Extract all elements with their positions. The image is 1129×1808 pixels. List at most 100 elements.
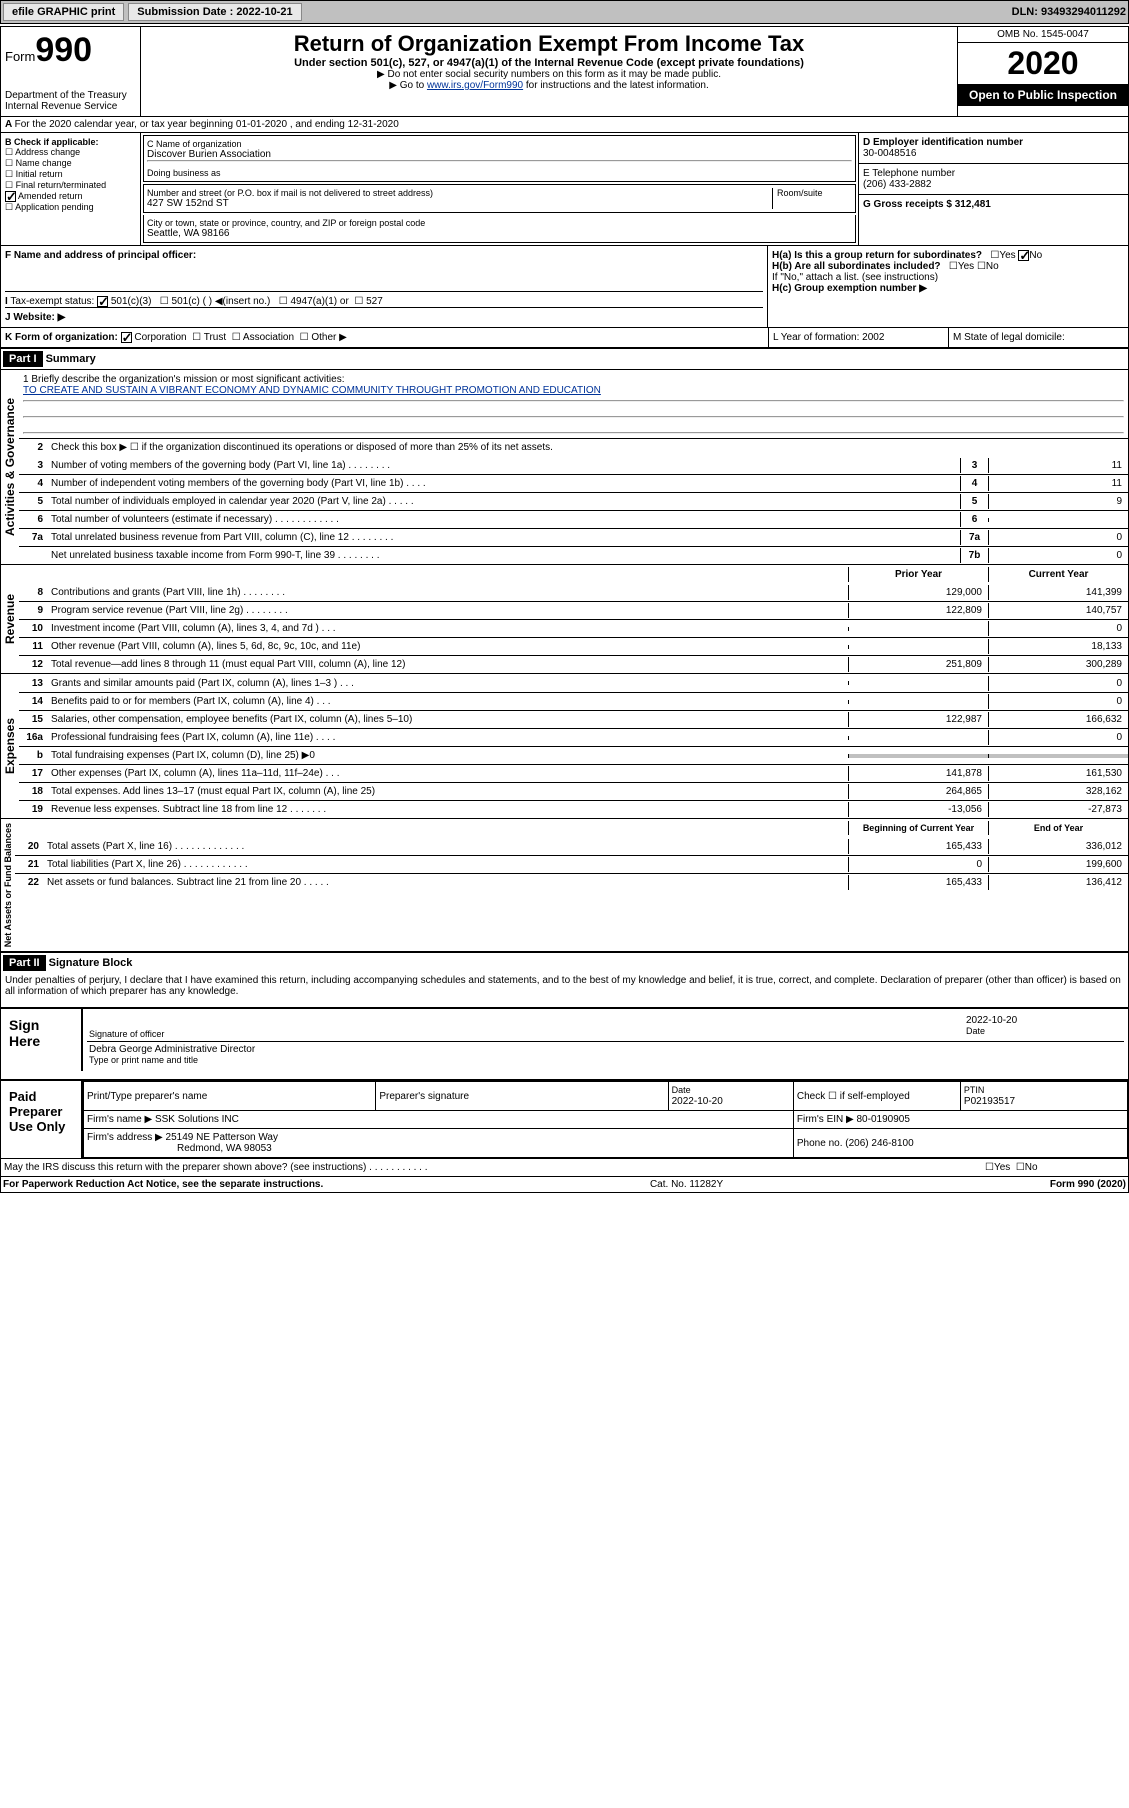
col-begin: Beginning of Current Year	[848, 821, 988, 835]
check-applicable-col: B Check if applicable: ☐ Address change …	[1, 133, 141, 245]
state-domicile: M State of legal domicile:	[948, 328, 1128, 347]
governance-section: Activities & Governance 1 Briefly descri…	[1, 369, 1128, 564]
irs-link[interactable]: www.irs.gov/Form990	[427, 80, 523, 91]
part1-badge: Part I	[3, 351, 43, 367]
ein-label: D Employer identification number	[863, 137, 1124, 148]
check-pending: ☐ Application pending	[5, 202, 136, 213]
address: 427 SW 152nd ST	[147, 198, 772, 209]
paid-prep-label: Paid Preparer Use Only	[1, 1081, 81, 1158]
form-org-label: K Form of organization:	[5, 332, 118, 343]
check-label: B Check if applicable:	[5, 137, 136, 147]
footer: For Paperwork Reduction Act Notice, see …	[1, 1176, 1128, 1192]
city: Seattle, WA 98166	[147, 228, 852, 239]
date-label: Date	[966, 1026, 1122, 1036]
addr-label: Number and street (or P.O. box if mail i…	[147, 188, 772, 198]
ssn-note: ▶ Do not enter social security numbers o…	[145, 69, 953, 80]
check-501c3	[97, 296, 108, 307]
col-prior: Prior Year	[848, 567, 988, 582]
prep-name-label: Print/Type preparer's name	[84, 1082, 376, 1111]
ha-row: H(a) Is this a group return for subordin…	[772, 250, 1124, 261]
firm-name-cell: Firm's name ▶ SSK Solutions INC	[84, 1111, 794, 1129]
label-4947: 4947(a)(1) or	[290, 296, 348, 307]
vert-revenue: Revenue	[1, 565, 19, 673]
phone: (206) 433-2882	[863, 179, 1124, 190]
ein: 30-0048516	[863, 148, 1124, 159]
efile-button[interactable]: efile GRAPHIC print	[3, 3, 124, 21]
sign-here-label: Sign Here	[1, 1009, 81, 1071]
tax-year-line: A For the 2020 calendar year, or tax yea…	[1, 117, 1128, 133]
dba-label: Doing business as	[147, 168, 852, 178]
part2-header-row: Part II Signature Block	[1, 953, 1128, 973]
paid-preparer-section: Paid Preparer Use Only Print/Type prepar…	[1, 1079, 1128, 1158]
form-label: Form	[5, 49, 35, 64]
revenue-section: Revenue Prior YearCurrent Year 8Contribu…	[1, 564, 1128, 673]
officer-name: Debra George Administrative Director	[89, 1044, 1122, 1055]
q2-text: Check this box ▶ ☐ if the organization d…	[47, 440, 1128, 455]
part1-title: Summary	[46, 353, 96, 365]
firm-addr-cell: Firm's address ▶ 25149 NE Patterson WayR…	[84, 1129, 794, 1158]
tax-year: 2020	[958, 43, 1128, 84]
type-label: Type or print name and title	[89, 1055, 1122, 1065]
mission-text: TO CREATE AND SUSTAIN A VIBRANT ECONOMY …	[23, 385, 1124, 396]
firm-ein-cell: Firm's EIN ▶ 80-0190905	[793, 1111, 1127, 1129]
dln-label: DLN: 93493294011292	[1012, 6, 1126, 18]
top-toolbar: efile GRAPHIC print Submission Date : 20…	[0, 0, 1129, 24]
ptin-cell: PTINP02193517	[960, 1082, 1127, 1111]
label-527: 527	[366, 296, 383, 307]
room-label: Room/suite	[777, 188, 852, 198]
preparer-table: Print/Type preparer's name Preparer's si…	[83, 1081, 1128, 1158]
netassets-section: Net Assets or Fund Balances Beginning of…	[1, 818, 1128, 953]
org-name-label: C Name of organization	[147, 139, 852, 149]
link-note: ▶ Go to www.irs.gov/Form990 for instruct…	[145, 80, 953, 91]
firm-phone-cell: Phone no. (206) 246-8100	[793, 1129, 1127, 1158]
vert-governance: Activities & Governance	[1, 370, 19, 564]
part2-badge: Part II	[3, 955, 46, 971]
perjury-text: Under penalties of perjury, I declare th…	[1, 973, 1128, 999]
form-header: Form990 Department of the Treasury Inter…	[1, 27, 1128, 117]
discuss-text: May the IRS discuss this return with the…	[4, 1162, 985, 1173]
org-info-col: C Name of organization Discover Burien A…	[141, 133, 858, 245]
prep-sig-label: Preparer's signature	[376, 1082, 668, 1111]
phone-label: E Telephone number	[863, 168, 1124, 179]
vert-netassets: Net Assets or Fund Balances	[1, 819, 15, 951]
discuss-yesno: ☐Yes ☐No	[985, 1162, 1125, 1173]
col-end: End of Year	[988, 821, 1128, 835]
section-f-h: F Name and address of principal officer:…	[1, 246, 1128, 328]
vert-expenses: Expenses	[1, 674, 19, 818]
form-990: Form990 Department of the Treasury Inter…	[0, 26, 1129, 1193]
note-pre: ▶ Go to	[389, 80, 427, 91]
q1-label: 1 Briefly describe the organization's mi…	[23, 374, 1124, 385]
prep-check: Check ☐ if self-employed	[793, 1082, 960, 1111]
org-corp: Corporation	[134, 332, 186, 343]
sig-date: 2022-10-20	[966, 1015, 1122, 1026]
submission-date-button[interactable]: Submission Date : 2022-10-21	[128, 3, 301, 21]
prep-date: Date2022-10-20	[668, 1082, 793, 1111]
note-post: for instructions and the latest informat…	[523, 80, 709, 91]
dept-label: Department of the Treasury	[5, 90, 136, 101]
footer-center: Cat. No. 11282Y	[323, 1179, 1050, 1190]
omb-number: OMB No. 1545-0047	[958, 27, 1128, 43]
label-501c3: 501(c)(3)	[111, 296, 152, 307]
col-current: Current Year	[988, 567, 1128, 582]
hb-note: If "No," attach a list. (see instruction…	[772, 272, 1124, 283]
footer-left: For Paperwork Reduction Act Notice, see …	[3, 1179, 323, 1190]
form-subtitle: Under section 501(c), 527, or 4947(a)(1)…	[145, 57, 953, 69]
form-title: Return of Organization Exempt From Incom…	[145, 31, 953, 57]
officer-label: F Name and address of principal officer:	[5, 250, 763, 261]
form-number: 990	[35, 31, 92, 69]
expenses-section: Expenses 13Grants and similar amounts pa…	[1, 673, 1128, 818]
org-name: Discover Burien Association	[147, 149, 852, 160]
check-final: ☐ Final return/terminated	[5, 180, 136, 191]
public-inspection: Open to Public Inspection	[958, 84, 1128, 106]
city-label: City or town, state or province, country…	[147, 218, 852, 228]
gross-label: G Gross receipts $ 312,481	[863, 199, 1124, 210]
sign-here-section: Sign Here Signature of officer 2022-10-2…	[1, 1007, 1128, 1071]
check-address: ☐ Address change	[5, 147, 136, 158]
website-label: J Website: ▶	[5, 307, 763, 323]
irs-label: Internal Revenue Service	[5, 101, 136, 112]
year-formation: L Year of formation: 2002	[768, 328, 948, 347]
section-k-l-m: K Form of organization: Corporation ☐ Tr…	[1, 328, 1128, 349]
discuss-row: May the IRS discuss this return with the…	[1, 1158, 1128, 1176]
org-other: Other ▶	[311, 332, 346, 343]
part1-header-row: Part I Summary	[1, 349, 1128, 369]
